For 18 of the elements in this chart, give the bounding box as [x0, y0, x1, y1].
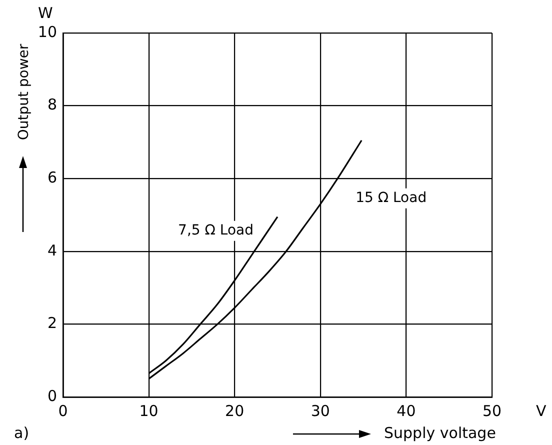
series-label: 15 Ω Load — [356, 190, 427, 206]
y-tick-label: 8 — [47, 96, 57, 114]
y-tick-label: 0 — [47, 386, 57, 405]
x-tick-label: 50 — [482, 402, 502, 420]
y-tick-label: 4 — [47, 241, 57, 260]
x-tick-label: 10 — [139, 402, 158, 420]
y-tick-label: 2 — [47, 314, 57, 332]
x-axis-title: Supply voltage — [384, 424, 496, 442]
series-label: 7,5 Ω Load — [178, 222, 254, 238]
x-tick-label: 30 — [310, 402, 330, 420]
text: V — [536, 402, 546, 420]
y-axis-title: Output power — [16, 44, 32, 140]
text: a) — [14, 424, 30, 442]
x-tick-label: 20 — [225, 402, 244, 420]
text: W — [38, 4, 53, 22]
y-tick-label: 6 — [47, 168, 57, 186]
x-tick-label: 40 — [396, 402, 416, 420]
y-tick-label: 10 — [38, 22, 57, 41]
